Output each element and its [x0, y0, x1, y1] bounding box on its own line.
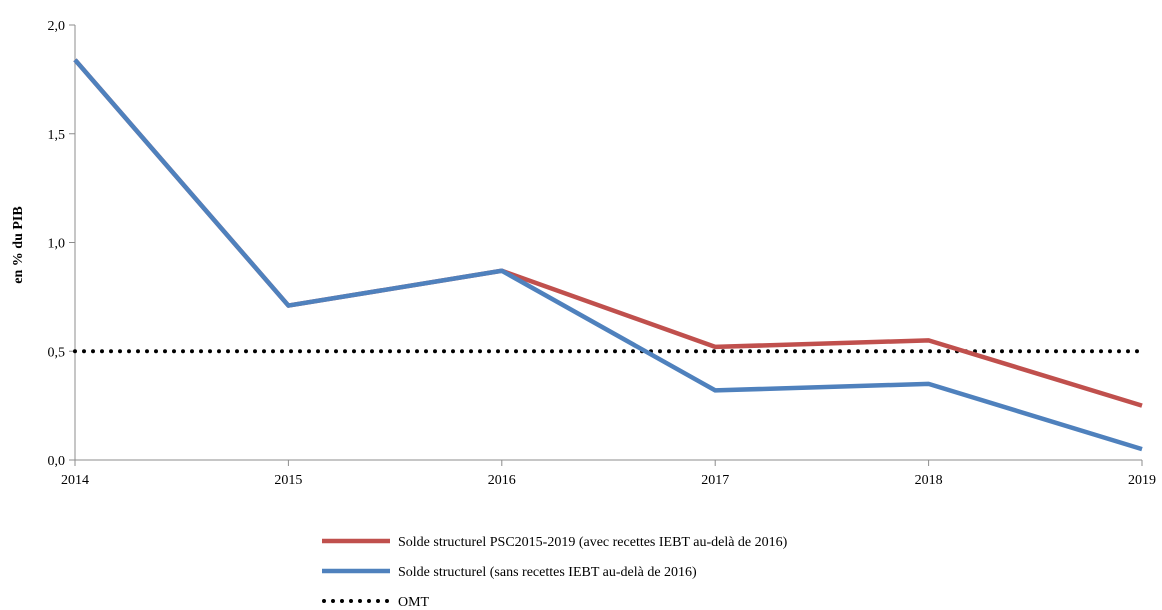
legend-label: OMT	[398, 595, 430, 610]
series-line-sans-iebt	[73, 58, 1143, 452]
x-tick-label: 2015	[274, 473, 302, 488]
x-tick-label: 2019	[1128, 473, 1156, 488]
x-tick-label: 2014	[61, 473, 89, 488]
x-tick-labels: 2014 2015 2016 2017 2018 2019	[61, 473, 1156, 488]
series-layer	[73, 58, 1144, 452]
y-tick-label: 0,0	[48, 454, 66, 469]
x-tick-label: 2018	[915, 473, 943, 488]
y-axis-label: en % du PIB	[11, 206, 26, 283]
legend-label: Solde structurel (sans recettes IEBT au-…	[398, 565, 697, 580]
y-tick-label: 0,5	[48, 345, 66, 360]
legend-label: Solde structurel PSC2015-2019 (avec rece…	[398, 535, 788, 550]
legend: Solde structurel PSC2015-2019 (avec rece…	[322, 535, 788, 610]
axes	[69, 24, 1143, 466]
x-tick-label: 2017	[701, 473, 729, 488]
y-tick-label: 1,0	[48, 237, 66, 252]
x-tick-label: 2016	[488, 473, 516, 488]
y-tick-label: 1,5	[48, 128, 66, 143]
series-line-psc	[73, 58, 1143, 408]
y-tick-label: 2,0	[48, 19, 66, 34]
y-tick-labels: 0,0 0,5 1,0 1,5 2,0	[48, 19, 66, 469]
